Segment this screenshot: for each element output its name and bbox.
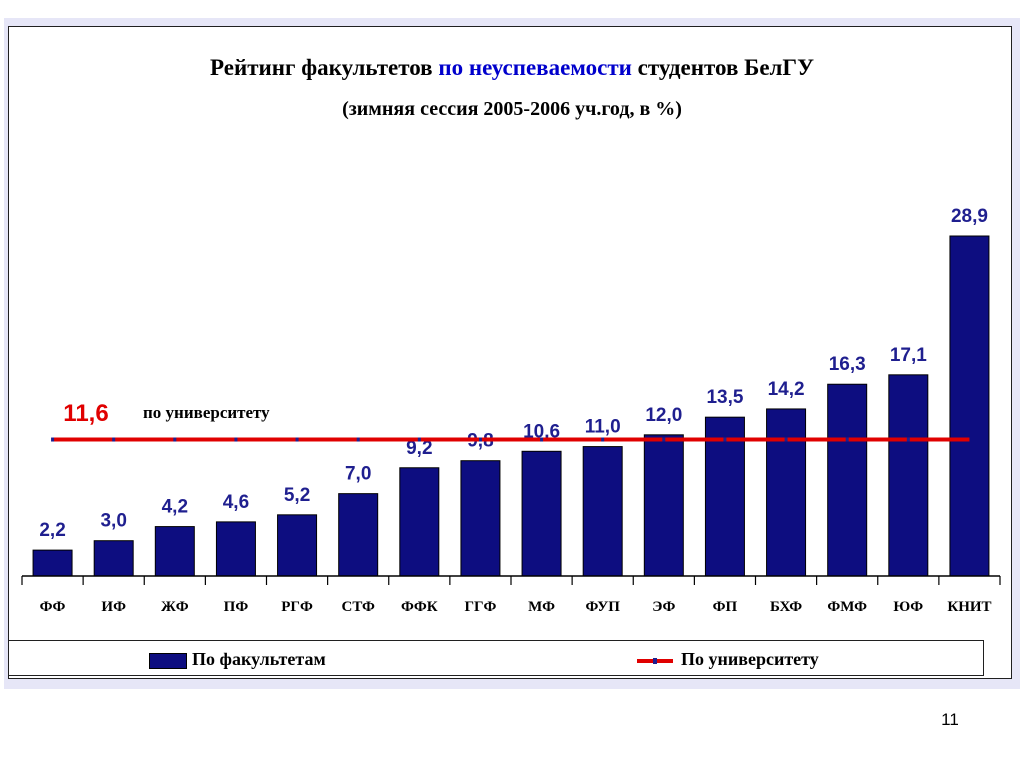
slide-frame (4, 18, 1020, 689)
bar-value-label: 9,2 (406, 438, 432, 459)
line-marker (356, 437, 360, 442)
legend-bar-swatch (149, 652, 187, 669)
line-marker (478, 437, 482, 442)
line-marker (845, 437, 849, 442)
line-marker (234, 437, 238, 442)
legend-item-faculties: По факультетам (149, 649, 326, 670)
x-tick-label: ЮФ (893, 599, 923, 615)
bar (32, 549, 73, 577)
bar-value-label: 12,0 (645, 405, 682, 426)
x-tick-label: ФФК (401, 599, 438, 615)
x-tick-label: КНИТ (947, 599, 991, 615)
bar (827, 383, 868, 577)
bar (704, 416, 745, 577)
x-tick-label: ПФ (224, 599, 249, 615)
x-tick-label: РГФ (281, 599, 313, 615)
x-tick-label: МФ (528, 599, 555, 615)
bar (766, 408, 807, 577)
x-tick-label: ЖФ (161, 599, 189, 615)
bar-value-label: 2,2 (39, 520, 65, 541)
bar (215, 521, 256, 577)
line-marker (906, 437, 910, 442)
bar (643, 434, 684, 577)
title-part-2: студентов БелГУ (631, 55, 814, 80)
bar-value-label: 14,2 (768, 379, 805, 400)
line-marker (540, 437, 544, 442)
legend-line-swatch (637, 657, 673, 664)
university-note-label: по университету (143, 403, 270, 422)
x-tick-label: СТФ (341, 599, 375, 615)
bar (93, 540, 134, 577)
page-number: 11 (941, 710, 959, 729)
x-tick-label: ФФ (40, 599, 66, 615)
bar (582, 446, 623, 577)
x-tick-label: БХФ (770, 599, 802, 615)
bar (521, 450, 562, 577)
x-tick-label: ФУП (585, 599, 620, 615)
x-tick-label: ГГФ (464, 599, 496, 615)
bar (277, 514, 318, 577)
line-marker (112, 437, 116, 442)
title-part-1: Рейтинг факультетов (210, 55, 439, 80)
line-marker (51, 437, 55, 442)
bar-value-label: 7,0 (345, 464, 371, 485)
legend-item-university: По университету (637, 649, 819, 670)
line-marker (723, 437, 727, 442)
line-marker (295, 437, 299, 442)
x-axis (21, 575, 1001, 585)
bar-value-label: 17,1 (890, 345, 927, 366)
university-line-group: 11,6 по университету (51, 400, 970, 442)
bar (154, 526, 195, 577)
bar (338, 493, 379, 577)
bar-value-label: 4,2 (162, 497, 188, 518)
line-marker (601, 437, 605, 442)
bar-value-label: 11,0 (585, 417, 621, 438)
bar-value-label: 3,0 (100, 511, 126, 532)
bar (460, 460, 501, 577)
bar (888, 374, 929, 577)
bar (399, 467, 440, 577)
bar-value-label: 5,2 (284, 485, 310, 506)
x-tick-labels-group: ФФ ИФ ЖФ ПФ РГФ СТФ ФФК ГГФ МФ ФУП ЭФ ФП БХФ ФМФ ЮФ КНИ… (40, 599, 992, 615)
x-tick-label: ФП (713, 599, 738, 615)
line-marker (417, 437, 421, 442)
legend: По факультетам По университету (8, 640, 984, 676)
university-value-label: 11,6 (63, 400, 108, 427)
bar-value-label: 10,6 (523, 421, 560, 442)
bar (949, 235, 990, 577)
title-highlight: по неуспеваемости (438, 55, 632, 80)
bar-value-label: 16,3 (829, 354, 866, 375)
legend-line-label: По университету (681, 649, 819, 669)
x-tick-label: ФМФ (827, 599, 867, 615)
chart-subtitle: (зимняя сессия 2005-2006 уч.год, в %) (342, 98, 682, 120)
bar-value-label: 28,9 (951, 206, 988, 227)
bars-group (32, 235, 990, 577)
value-labels-group: 2,23,04,24,65,27,09,29,810,611,012,013,5… (39, 206, 988, 541)
x-tick-label: ЭФ (652, 599, 675, 615)
line-marker (784, 437, 788, 442)
line-marker (662, 437, 666, 442)
x-tick-label: ИФ (101, 599, 126, 615)
line-marker (173, 437, 177, 442)
chart-title: Рейтинг факультетов по неуспеваемости ст… (4, 55, 1020, 81)
bar-value-label: 4,6 (223, 492, 249, 513)
legend-bars-label: По факультетам (192, 649, 326, 669)
bar-value-label: 13,5 (706, 387, 743, 408)
